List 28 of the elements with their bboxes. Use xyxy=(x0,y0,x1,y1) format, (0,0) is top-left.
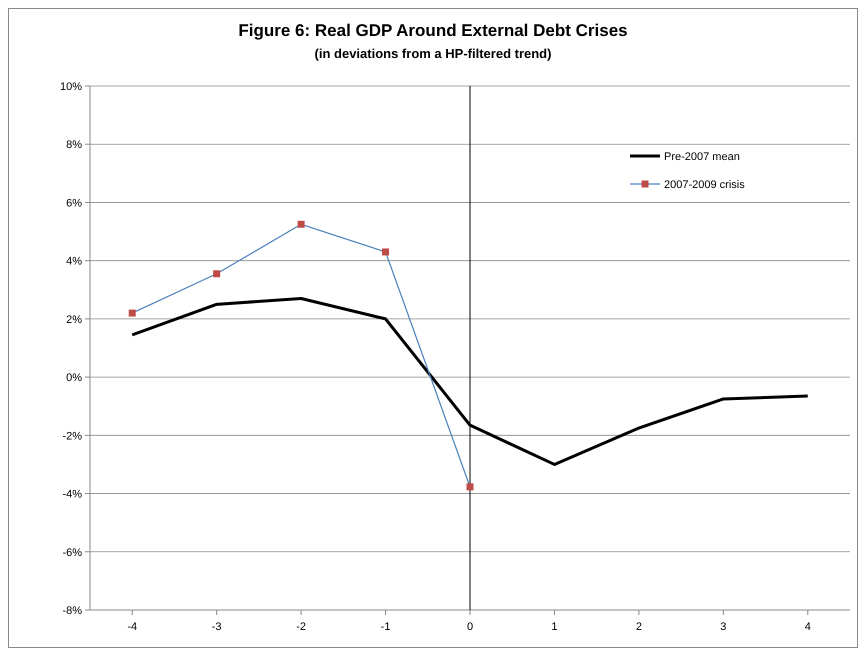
x-tick-label: -3 xyxy=(212,621,222,633)
x-tick-label: -2 xyxy=(296,621,306,633)
point xyxy=(128,310,136,317)
y-tick-label: 2% xyxy=(66,314,82,326)
x-tick-label: 1 xyxy=(551,621,558,633)
y-tick-label: -4% xyxy=(62,488,82,501)
x-tick-label: 2 xyxy=(636,621,642,633)
y-tick-label: -2% xyxy=(62,430,82,442)
legend-label: Pre-2007 mean xyxy=(664,151,740,163)
y-tick-label: 8% xyxy=(66,139,82,152)
y-tick-label: -6% xyxy=(62,546,82,559)
x-tick-label: 4 xyxy=(804,621,811,633)
y-tick-label: 0% xyxy=(66,372,82,384)
chart-title: Figure 6: Real GDP Around External Debt Crises xyxy=(238,21,628,40)
point xyxy=(466,483,474,490)
y-tick-label: 6% xyxy=(66,197,82,210)
legend-label: 2007-2009 crisis xyxy=(664,179,746,191)
point xyxy=(382,248,390,256)
y-tick-label: 4% xyxy=(66,256,82,268)
x-tick-label: 0 xyxy=(466,621,474,633)
chart-subtitle: (in deviations from a HP-filtered trend) xyxy=(314,46,552,61)
x-tick-label: 3 xyxy=(720,621,726,633)
y-tick-label: -8% xyxy=(62,605,82,617)
y-tick-label: 10% xyxy=(60,81,82,93)
x-tick-label: -4 xyxy=(127,621,138,633)
point xyxy=(298,220,305,228)
point xyxy=(213,270,220,278)
x-tick-label: -1 xyxy=(380,621,390,633)
